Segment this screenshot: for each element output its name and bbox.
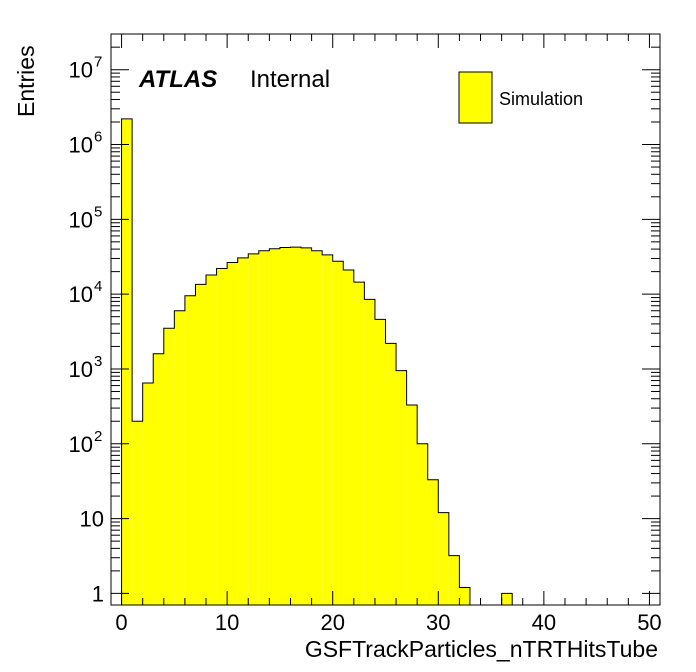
x-tick-label: 20 (320, 610, 344, 635)
plot-frame (110, 33, 661, 606)
histogram-bar (438, 512, 449, 605)
histogram-bar (301, 247, 312, 605)
atlas-status-label: Internal (250, 66, 330, 93)
y-tick-label: 10 (69, 357, 93, 382)
histogram-bar (353, 282, 365, 605)
histogram-bar (374, 319, 386, 605)
y-tick-label: 10 (69, 207, 93, 232)
y-tick-label: 10 (69, 282, 93, 307)
y-tick-exponent: 2 (94, 428, 102, 445)
histogram-bar (332, 261, 344, 605)
x-axis-label: GSFTrackParticles_nTRTHitsTube (305, 636, 658, 662)
histogram-bar (343, 270, 354, 605)
y-tick-exponent: 3 (94, 353, 102, 370)
atlas-label: ATLAS Internal (138, 66, 330, 93)
histogram-bar (163, 328, 175, 605)
histogram-bar (132, 421, 143, 605)
histogram-bar (184, 295, 196, 605)
legend-label: Simulation (499, 89, 583, 109)
x-tick-label: 40 (532, 610, 556, 635)
x-tick-label: 30 (426, 610, 450, 635)
histogram-bar (206, 275, 217, 605)
x-tick-label: 0 (115, 610, 127, 635)
histogram-bar (174, 310, 185, 605)
histogram-bar (448, 555, 460, 605)
histogram-bar (195, 284, 207, 605)
y-axis-label: Entries (13, 45, 39, 117)
histogram-bar (269, 248, 280, 605)
y-tick-label: 10 (80, 507, 104, 532)
x-tick-label: 50 (637, 610, 661, 635)
histogram-bar (121, 118, 133, 606)
histogram-bar (290, 247, 302, 605)
legend: Simulation (458, 71, 583, 124)
histogram-bar (142, 382, 154, 605)
histogram-bar (417, 443, 428, 605)
x-axis-ticks: 0 10 20 30 40 50 (115, 34, 662, 635)
histogram-bar (248, 253, 259, 605)
histogram-bar (258, 250, 270, 605)
y-tick-label: 10 (69, 432, 93, 457)
y-tick-label: 10 (69, 58, 93, 83)
histogram-bar (279, 247, 291, 605)
histogram-bar (396, 370, 407, 605)
histogram-bar (311, 250, 323, 605)
histogram-bar (385, 343, 397, 605)
histogram-bar (459, 587, 470, 605)
y-tick-label: 10 (69, 133, 93, 158)
histogram-bar (322, 254, 333, 606)
legend-swatch (458, 71, 493, 124)
y-tick-exponent: 6 (94, 129, 102, 146)
histogram-bar (427, 479, 439, 605)
histogram-bar (153, 353, 164, 605)
histogram-bar (406, 404, 418, 605)
y-tick-exponent: 5 (94, 203, 102, 220)
atlas-experiment-label: ATLAS (138, 66, 217, 93)
histogram-bar (216, 268, 228, 605)
x-tick-label: 10 (215, 610, 239, 635)
y-tick-exponent: 4 (94, 278, 102, 295)
histogram-bar (227, 262, 238, 605)
histogram-bar (501, 593, 513, 605)
histogram-bar (237, 257, 249, 605)
y-tick-label: 1 (92, 581, 104, 606)
y-tick-exponent: 7 (94, 54, 102, 71)
histogram-bars (121, 118, 513, 606)
histogram-bar (364, 299, 375, 605)
